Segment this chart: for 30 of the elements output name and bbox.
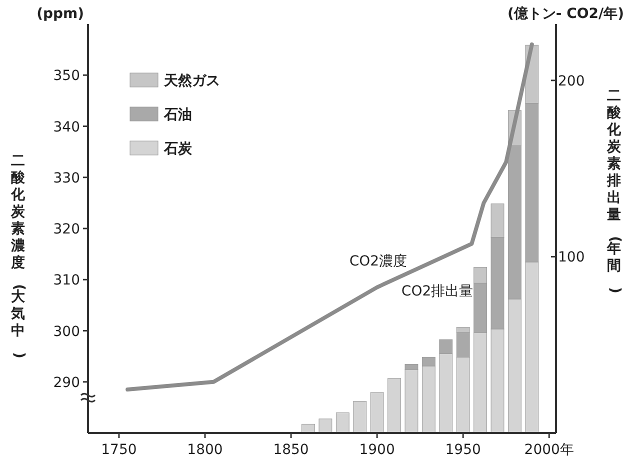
x-tick-label: 1750 [101, 442, 137, 458]
y-tick-label: 330 [53, 170, 80, 186]
legend-label: 石油 [163, 107, 192, 123]
text: 二酸化炭素排出量(年間) [606, 88, 623, 294]
text: 二酸化炭素濃度(大気中) [10, 153, 27, 358]
y2-tick-label: 100 [558, 250, 585, 266]
series-label: CO2濃度 [349, 253, 408, 270]
x-tick-label: 1800 [187, 442, 223, 458]
bar [336, 412, 350, 434]
y-tick-label: 350 [53, 68, 80, 84]
bar [370, 392, 384, 434]
bar [318, 418, 332, 434]
y-tick-label: 340 [53, 119, 80, 136]
x-tick-label: 1900 [359, 442, 395, 458]
x-tick-label: 1950 [445, 442, 481, 458]
y-tick-label: 300 [53, 324, 80, 340]
bar [388, 378, 401, 434]
x-tick-label: 1850 [273, 442, 309, 458]
text: (億トン- CO2/年) [507, 5, 624, 22]
y-tick-label: 320 [53, 222, 80, 238]
x-tick-label: 2000年 [524, 442, 574, 458]
legend-label: 天然ガス [163, 73, 220, 89]
y-tick-label: 290 [53, 374, 80, 391]
bar [353, 401, 367, 434]
y2-tick-label: 200 [558, 73, 585, 90]
y-tick-label: 310 [53, 272, 80, 289]
line-series [126, 42, 534, 392]
text: (ppm) [36, 6, 84, 22]
legend-label: 石炭 [163, 141, 193, 157]
annotation: CO2排出量 [401, 283, 474, 300]
